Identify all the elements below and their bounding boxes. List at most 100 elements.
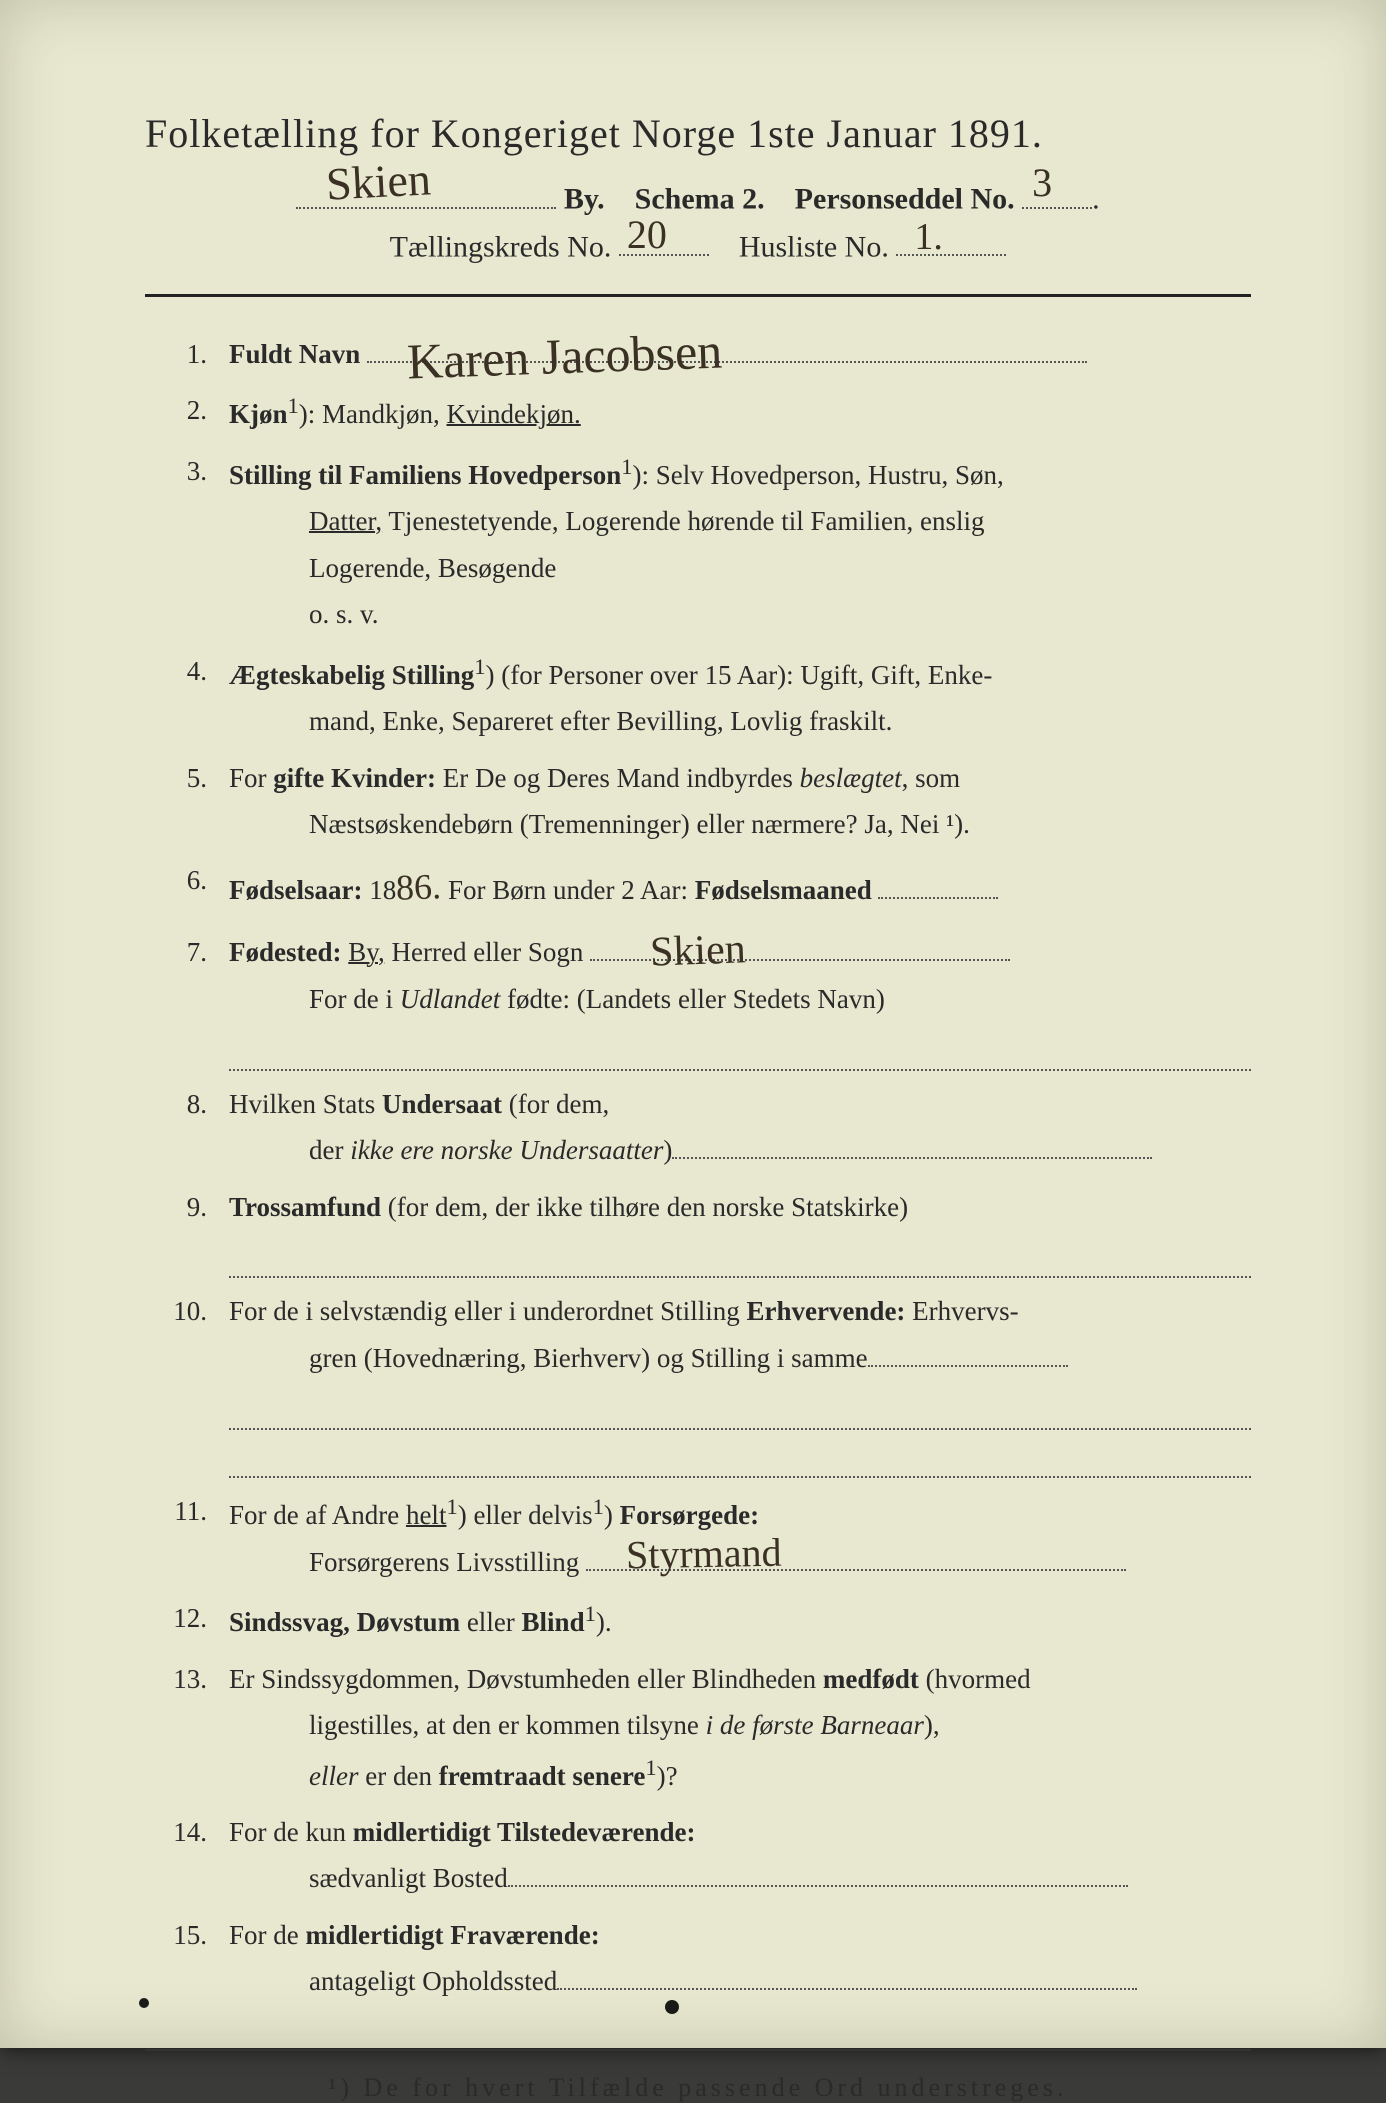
item-8: 8. Hvilken Stats Undersaat (for dem, der… bbox=[145, 1081, 1251, 1174]
text: For de af Andre bbox=[229, 1500, 406, 1530]
personseddel-blank: 3 bbox=[1022, 181, 1092, 209]
text: er den bbox=[358, 1761, 438, 1791]
option-by: By, bbox=[348, 937, 385, 967]
label-kjon: Kjøn bbox=[229, 399, 288, 429]
by-label: By. bbox=[564, 183, 605, 216]
blank bbox=[557, 1964, 1137, 1990]
text: Tjenestetyende, Logerende hørende til Fa… bbox=[382, 506, 984, 536]
item-num: 7. bbox=[145, 929, 229, 1070]
item-num: 10. bbox=[145, 1288, 229, 1478]
text: sædvanligt Bosted bbox=[309, 1863, 508, 1893]
text: For bbox=[229, 763, 273, 793]
text: gren (Hovednæring, Bierhverv) og Stillin… bbox=[309, 1343, 868, 1373]
item-num: 11. bbox=[145, 1488, 229, 1585]
label-fodested: Fødested: bbox=[229, 937, 341, 967]
text: )? bbox=[657, 1761, 678, 1791]
text: 18 bbox=[362, 875, 396, 905]
text: (hvormed bbox=[919, 1664, 1031, 1694]
label-fodselsaar: Fødselsaar: bbox=[229, 875, 362, 905]
text: ): Mandkjøn, bbox=[299, 399, 447, 429]
text: o. s. v. bbox=[229, 591, 1251, 637]
hw-provider-occupation: Styrmand bbox=[625, 1519, 782, 1591]
text: ). bbox=[596, 1607, 612, 1637]
hw-birthplace: Skien bbox=[649, 913, 747, 989]
text: ligestilles, at den er kommen tilsyne bbox=[309, 1710, 706, 1740]
label-undersaat: Undersaat bbox=[382, 1089, 502, 1119]
sup: 1 bbox=[585, 1601, 596, 1626]
item-11: 11. For de af Andre helt1) eller delvis1… bbox=[145, 1488, 1251, 1585]
label-sindssvag: Sindssvag, Døvstum bbox=[229, 1607, 460, 1637]
footnote: ¹) De for hvert Tilfælde passende Ord un… bbox=[145, 2073, 1251, 2103]
text-italic: ikke ere norske Undersaatter bbox=[350, 1135, 663, 1165]
item-14: 14. For de kun midlertidigt Tilstedevære… bbox=[145, 1809, 1251, 1902]
text: der bbox=[309, 1135, 350, 1165]
husliste-label: Husliste No. bbox=[739, 230, 889, 263]
month-blank bbox=[878, 873, 998, 899]
punch-hole-icon bbox=[139, 1998, 149, 2008]
hw-taellingskreds-no: 20 bbox=[627, 211, 667, 258]
sup: 1 bbox=[621, 454, 632, 479]
label-medfodt: medfødt bbox=[823, 1664, 919, 1694]
item-12: 12. Sindssvag, Døvstum eller Blind1). bbox=[145, 1595, 1251, 1645]
text: Næstsøskendebørn (Tremenninger) eller næ… bbox=[229, 801, 1251, 847]
item-num: 9. bbox=[145, 1184, 229, 1279]
option-datter: Datter, bbox=[309, 506, 382, 536]
blank-line bbox=[229, 1387, 1251, 1430]
personseddel-label: Personseddel No. bbox=[795, 183, 1015, 216]
hw-birth-year: 86. bbox=[395, 857, 442, 920]
item-3: 3. Stilling til Familiens Hovedperson1):… bbox=[145, 448, 1251, 638]
label-fuldt-navn: Fuldt Navn bbox=[229, 339, 360, 369]
text: Hvilken Stats bbox=[229, 1089, 382, 1119]
label-tilstedevaerende: midlertidigt Tilstedeværende: bbox=[353, 1817, 696, 1847]
divider-bottom bbox=[145, 2049, 1251, 2051]
item-num: 2. bbox=[145, 387, 229, 437]
item-13: 13. Er Sindssygdommen, Døvstumheden elle… bbox=[145, 1656, 1251, 1799]
divider-top bbox=[145, 294, 1251, 297]
label-erhvervende: Erhvervende: bbox=[746, 1296, 905, 1326]
hw-personseddel-no: 3 bbox=[1032, 159, 1052, 206]
text: Herred eller Sogn bbox=[385, 937, 584, 967]
label-fremtraadt: fremtraadt senere bbox=[439, 1761, 646, 1791]
husliste-blank: 1. bbox=[896, 229, 1006, 257]
label-blind: Blind bbox=[522, 1607, 585, 1637]
census-form-page: Folketælling for Kongeriget Norge 1ste J… bbox=[0, 0, 1386, 2048]
item-4: 4. Ægteskabelig Stilling1) (for Personer… bbox=[145, 648, 1251, 745]
blank bbox=[672, 1133, 1152, 1159]
blank-line bbox=[229, 1028, 1251, 1071]
taellingskreds-label: Tællingskreds No. bbox=[390, 230, 612, 263]
sup: 1 bbox=[645, 1755, 656, 1780]
option-kvindekjon: Kvindekjøn. bbox=[447, 399, 581, 429]
text: (for dem, bbox=[502, 1089, 609, 1119]
text: (for dem, der ikke tilhøre den norske St… bbox=[381, 1192, 908, 1222]
text: For de bbox=[229, 1920, 306, 1950]
item-num: 1. bbox=[145, 331, 229, 377]
page-title: Folketælling for Kongeriget Norge 1ste J… bbox=[145, 110, 1251, 157]
text: ) eller delvis bbox=[458, 1500, 593, 1530]
text: For de i bbox=[309, 984, 400, 1014]
subtitle-line-2: Tællingskreds No. 20 Husliste No. 1. bbox=[145, 229, 1251, 265]
city-blank: Skien bbox=[296, 181, 556, 209]
text: , som bbox=[902, 763, 961, 793]
hw-husliste-no: 1. bbox=[914, 215, 943, 259]
text: Er Sindssygdommen, Døvstumheden eller Bl… bbox=[229, 1664, 823, 1694]
label-fodselsmaaned: Fødselsmaaned bbox=[695, 875, 872, 905]
item-9: 9. Trossamfund (for dem, der ikke tilhør… bbox=[145, 1184, 1251, 1279]
blank-line bbox=[229, 1436, 1251, 1479]
item-5: 5. For gifte Kvinder: Er De og Deres Man… bbox=[145, 755, 1251, 848]
text: ) bbox=[663, 1135, 672, 1165]
text: For de i selvstændig eller i underordnet… bbox=[229, 1296, 746, 1326]
text: fødte: (Landets eller Stedets Navn) bbox=[500, 984, 885, 1014]
item-num: 4. bbox=[145, 648, 229, 745]
item-6: 6. Fødselsaar: 1886. For Børn under 2 Aa… bbox=[145, 857, 1251, 919]
name-blank: Karen Jacobsen bbox=[367, 337, 1087, 363]
blank bbox=[508, 1861, 1128, 1887]
birthplace-blank: Skien bbox=[590, 935, 1010, 961]
text: Er De og Deres Mand indbyrdes bbox=[436, 763, 800, 793]
item-num: 14. bbox=[145, 1809, 229, 1902]
item-10: 10. For de i selvstændig eller i underor… bbox=[145, 1288, 1251, 1478]
item-2: 2. Kjøn1): Mandkjøn, Kvindekjøn. bbox=[145, 387, 1251, 437]
label-aegteskab: Ægteskabelig Stilling bbox=[229, 660, 474, 690]
text: ): Selv Hovedperson, Hustru, Søn, bbox=[633, 460, 1004, 490]
item-1: 1. Fuldt Navn Karen Jacobsen bbox=[145, 331, 1251, 377]
text-italic: eller bbox=[309, 1761, 358, 1791]
